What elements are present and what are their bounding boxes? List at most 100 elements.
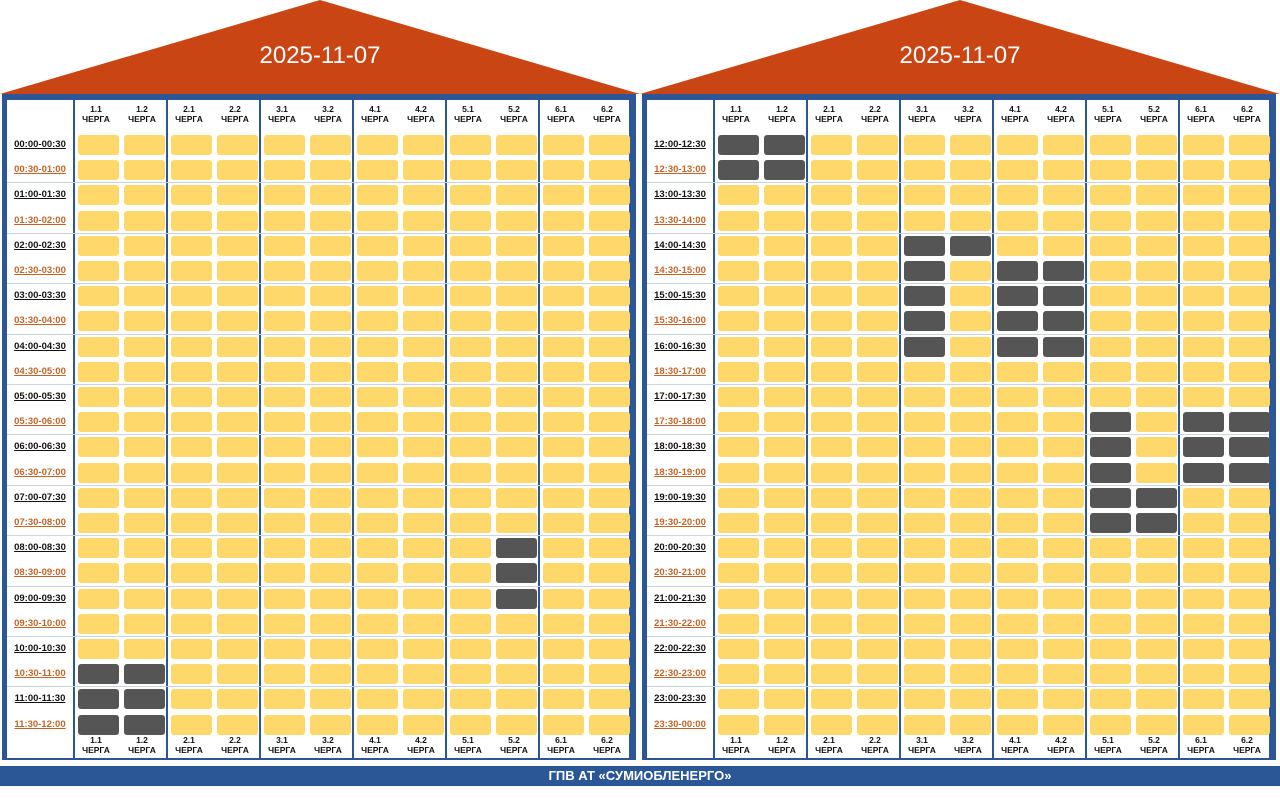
power-on-cell: [357, 387, 398, 407]
outage-cell: [904, 261, 945, 281]
time-row: 15:00-15:30: [647, 283, 1270, 308]
power-on-cell: [450, 286, 491, 307]
power-on-cell: [950, 513, 991, 533]
power-on-cell: [997, 437, 1038, 458]
power-on-cell: [171, 336, 212, 357]
power-on-cell: [1136, 437, 1177, 458]
power-on-cell: [589, 361, 630, 382]
group-separator: [713, 100, 715, 758]
outage-cell: [718, 135, 759, 155]
power-on-cell: [950, 689, 991, 710]
queue-number: 5.2: [1148, 735, 1160, 745]
queue-word: ЧЕРГА: [954, 114, 982, 124]
power-on-cell: [1136, 664, 1177, 685]
power-on-cell: [1229, 210, 1270, 231]
power-on-cell: [811, 437, 852, 458]
queue-number: 2.1: [823, 735, 835, 745]
queue-label: 5.2 ЧЕРГА: [491, 735, 537, 755]
power-on-cell: [171, 160, 212, 181]
power-on-cell: [950, 563, 991, 584]
queue-label: 3.1 ЧЕРГА: [899, 104, 945, 124]
power-on-cell: [403, 487, 444, 508]
queue-number: 2.1: [823, 104, 835, 114]
time-slot-label: 14:30-15:00: [654, 265, 706, 276]
power-on-cell: [1183, 185, 1224, 206]
time-row: 13:00-13:30: [647, 182, 1270, 207]
power-on-cell: [1229, 135, 1270, 155]
power-on-cell: [950, 588, 991, 609]
power-on-cell: [950, 714, 991, 735]
queue-footer: 1.1 ЧЕРГА 1.2 ЧЕРГА 2.1 ЧЕРГА 2.2 ЧЕРГА 3.1 ЧЕРГА…: [647, 732, 1269, 758]
hour-separator: [647, 686, 1269, 688]
time-row: 07:00-07:30: [7, 485, 630, 510]
queue-label: 6.1 ЧЕРГА: [538, 735, 584, 755]
queue-word: ЧЕРГА: [768, 114, 796, 124]
power-on-cell: [950, 613, 991, 634]
power-on-cell: [1183, 513, 1224, 533]
power-on-cell: [764, 689, 805, 710]
outage-cell: [1090, 462, 1131, 483]
power-on-cell: [450, 412, 491, 433]
power-on-cell: [589, 311, 630, 332]
power-on-cell: [357, 311, 398, 332]
power-on-cell: [403, 387, 444, 407]
power-on-cell: [217, 664, 258, 685]
power-on-cell: [1136, 588, 1177, 609]
power-on-cell: [1229, 664, 1270, 685]
power-on-cell: [403, 639, 444, 659]
queue-word: ЧЕРГА: [128, 745, 156, 755]
power-on-cell: [171, 387, 212, 407]
group-separator: [538, 100, 540, 758]
power-on-cell: [310, 664, 351, 685]
power-on-cell: [171, 412, 212, 433]
queue-label: 1.1 ЧЕРГА: [713, 735, 759, 755]
queue-number: 3.1: [916, 104, 928, 114]
queue-header: 1.1 ЧЕРГА 1.2 ЧЕРГА 2.1 ЧЕРГА 2.2 ЧЕРГА 3.1 ЧЕРГА…: [7, 100, 629, 132]
power-on-cell: [543, 135, 584, 155]
power-on-cell: [1090, 185, 1131, 206]
time-slot-label: 20:00-20:30: [654, 542, 706, 554]
time-row: 06:30-07:00: [7, 460, 630, 485]
power-on-cell: [357, 210, 398, 231]
queue-word: ЧЕРГА: [1187, 745, 1215, 755]
power-on-cell: [124, 336, 165, 357]
outage-cell: [1136, 513, 1177, 533]
queue-label: 5.1 ЧЕРГА: [1085, 735, 1131, 755]
queue-word: ЧЕРГА: [500, 745, 528, 755]
power-on-cell: [543, 412, 584, 433]
outage-cell: [997, 311, 1038, 332]
power-on-cell: [857, 487, 898, 508]
power-on-cell: [357, 412, 398, 433]
power-on-cell: [310, 135, 351, 155]
queue-label: 2.1 ЧЕРГА: [166, 104, 212, 124]
time-slot-label: 11:00-11:30: [14, 693, 66, 705]
power-on-cell: [811, 387, 852, 407]
outage-cell: [496, 588, 537, 609]
power-on-cell: [1183, 538, 1224, 559]
time-row: 09:00-09:30: [7, 586, 630, 611]
power-on-cell: [764, 412, 805, 433]
power-on-cell: [904, 639, 945, 659]
power-on-cell: [357, 336, 398, 357]
power-on-cell: [543, 613, 584, 634]
queue-label: 6.1 ЧЕРГА: [1178, 735, 1224, 755]
power-on-cell: [496, 689, 537, 710]
time-slot-label: 04:00-04:30: [14, 340, 66, 352]
power-on-cell: [857, 361, 898, 382]
power-on-cell: [78, 286, 119, 307]
power-on-cell: [217, 437, 258, 458]
time-row: 19:30-20:00: [647, 510, 1270, 535]
power-on-cell: [1090, 639, 1131, 659]
power-on-cell: [1043, 462, 1084, 483]
time-row: 08:30-09:00: [7, 560, 630, 585]
hour-separator: [7, 182, 629, 184]
power-on-cell: [718, 563, 759, 584]
power-on-cell: [811, 538, 852, 559]
power-on-cell: [1090, 311, 1131, 332]
power-on-cell: [904, 387, 945, 407]
power-on-cell: [764, 235, 805, 256]
power-on-cell: [496, 613, 537, 634]
queue-word: ЧЕРГА: [268, 114, 296, 124]
power-on-cell: [1229, 588, 1270, 609]
power-on-cell: [857, 412, 898, 433]
